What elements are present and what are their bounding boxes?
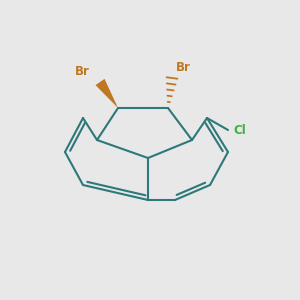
Text: Br: Br (176, 61, 191, 74)
Text: Cl: Cl (233, 124, 246, 136)
Text: Br: Br (75, 65, 90, 78)
Polygon shape (95, 79, 118, 108)
